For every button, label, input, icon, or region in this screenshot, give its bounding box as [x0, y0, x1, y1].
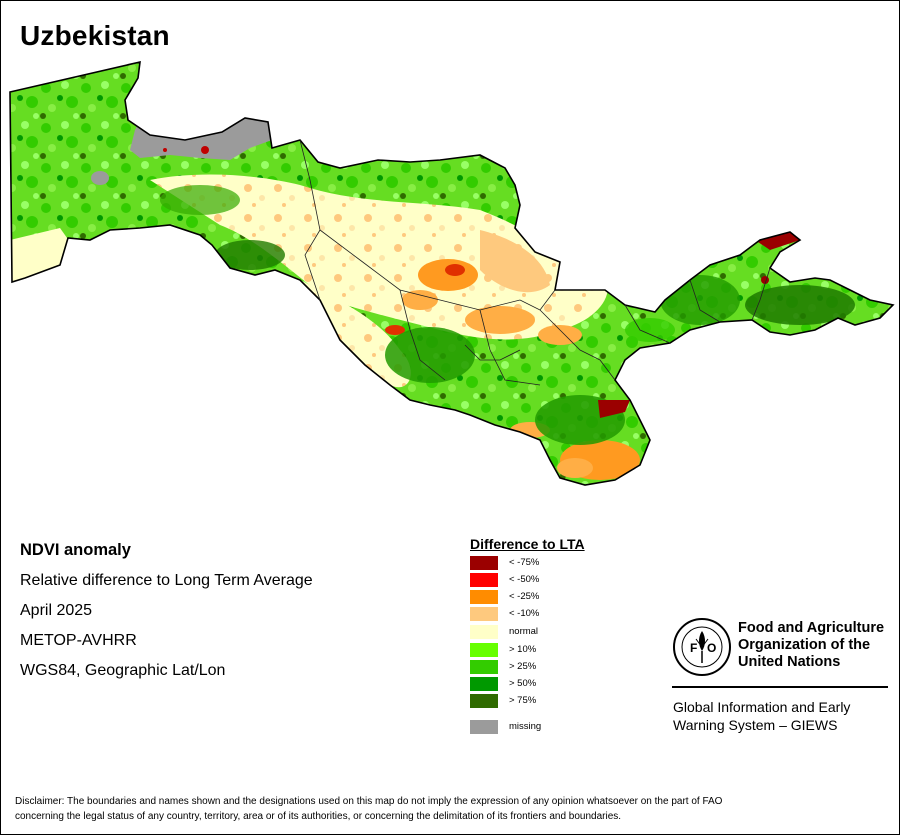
- projection-label: WGS84, Geographic Lat/Lon: [20, 662, 226, 679]
- legend-label: > 75%: [509, 695, 537, 706]
- disclaimer-line2: concerning the legal status of any count…: [15, 811, 622, 822]
- legend-swatch: [470, 643, 498, 657]
- product-name: NDVI anomaly: [20, 541, 131, 559]
- sensor-label: METOP-AVHRR: [20, 632, 137, 649]
- disclaimer-line1: Disclaimer: The boundaries and names sho…: [15, 796, 723, 807]
- legend-swatch: [470, 625, 498, 639]
- legend-swatch: [470, 556, 498, 570]
- divider: [672, 686, 888, 688]
- legend-swatch: [470, 694, 498, 708]
- legend-label: < -10%: [509, 608, 540, 619]
- map-legend: Difference to LTA < -75% < -50% < -25% < -1…: [470, 536, 670, 746]
- legend-label: < -75%: [509, 557, 540, 568]
- period-label: April 2025: [20, 602, 93, 619]
- legend-swatch: [470, 573, 498, 587]
- fao-name-line3: United Nations: [738, 654, 841, 670]
- giews-line1: Global Information and Early: [673, 699, 851, 715]
- fao-name-line1: Food and Agriculture: [738, 620, 885, 636]
- giews-label: Global Information and Early Warning Sys…: [673, 698, 893, 734]
- fao-logo-letter-o: O: [707, 641, 716, 655]
- product-description: Relative difference to Long Term Average: [20, 572, 313, 589]
- legend-swatch: [470, 720, 498, 734]
- legend-swatch: [470, 590, 498, 604]
- map-title: Uzbekistan: [20, 20, 170, 51]
- map-raster: [10, 62, 893, 485]
- legend-label: > 50%: [509, 678, 537, 689]
- ndvi-anomaly-map: [9, 61, 894, 486]
- fao-name-line2: Organization of the: [738, 637, 871, 653]
- province-boundaries: [299, 139, 771, 386]
- legend-swatch: [470, 660, 498, 674]
- disclaimer: Disclaimer: The boundaries and names sho…: [15, 794, 885, 824]
- legend-label: > 25%: [509, 661, 537, 672]
- fao-organization-name: Food and Agriculture Organization of the…: [738, 620, 898, 671]
- fao-logo-letter-f: F: [690, 641, 697, 655]
- giews-line2: Warning System – GIEWS: [673, 717, 838, 733]
- legend-swatch: [470, 677, 498, 691]
- legend-swatch: [470, 607, 498, 621]
- legend-label: < -25%: [509, 591, 540, 602]
- fao-logo-icon: F O: [673, 618, 731, 676]
- legend-label: missing: [509, 721, 542, 732]
- legend-label: normal: [509, 626, 539, 637]
- legend-label: > 10%: [509, 644, 537, 655]
- legend-title: Difference to LTA: [470, 536, 585, 552]
- legend-label: < -50%: [509, 574, 540, 585]
